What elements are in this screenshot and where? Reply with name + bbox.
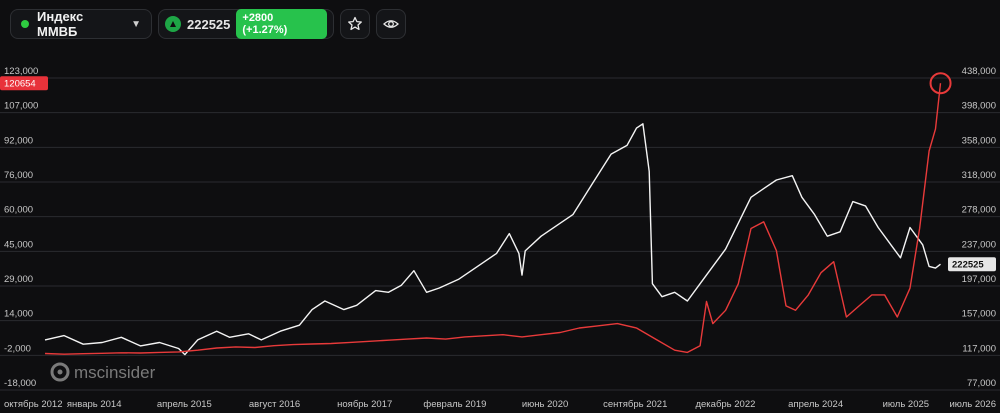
x-tick-label: январь 2014: [67, 399, 122, 410]
right-current-label: 222525: [952, 260, 984, 271]
star-icon: [348, 16, 362, 31]
price-value: 222525: [187, 16, 231, 32]
left-tick-label: 123,000: [4, 66, 38, 77]
left-tick-label: 29,000: [4, 274, 33, 285]
right-tick-label: 77,000: [967, 378, 996, 389]
grid: [0, 77, 1000, 391]
right-tick-label: 117,000: [962, 343, 996, 354]
left-tick-label: 60,000: [4, 205, 33, 216]
right-tick-label: 237,000: [962, 239, 996, 250]
watch-button[interactable]: [376, 9, 406, 39]
watermark-text: mscinsider: [74, 363, 156, 382]
left-tick-label: 107,000: [4, 101, 38, 112]
x-tick-label: июль 2025: [883, 399, 930, 410]
series-line-1: [44, 123, 941, 356]
left-current-label: 120654: [4, 79, 36, 90]
x-tick-label: апрель 2015: [157, 399, 212, 410]
x-tick-label: июнь 2020: [522, 399, 568, 410]
favorite-button[interactable]: [340, 9, 370, 39]
left-tick-label: 76,000: [4, 170, 33, 181]
left-tick-label: -18,000: [4, 378, 36, 389]
left-tick-label: -2,000: [4, 343, 31, 354]
x-tick-label: октябрь 2012: [4, 399, 63, 410]
left-tick-label: 45,000: [4, 239, 33, 250]
x-tick-label: декабрь 2022: [695, 399, 755, 410]
x-tick-label: апрель 2024: [788, 399, 843, 410]
series-lines: [44, 72, 952, 356]
watermark-logo-icon: [50, 362, 70, 382]
x-tick-label: сентябрь 2021: [603, 399, 667, 410]
left-axis: 123,000 107,000 92,000 76,000 60,000 45,000 29…: [4, 66, 38, 389]
x-tick-label: ноябрь 2017: [337, 399, 392, 410]
current-point-marker: [929, 72, 952, 95]
status-dot-icon: [21, 20, 29, 28]
ticker-selector[interactable]: Индекс ММВБ ▼: [10, 9, 152, 39]
toolbar: Индекс ММВБ ▼ 222525 +2800 (+1.27%): [10, 8, 406, 40]
price-flags: 120654 222525: [0, 76, 996, 272]
series-line-2: [44, 83, 942, 355]
left-current-flag: [0, 76, 48, 91]
eye-icon: [383, 20, 399, 28]
right-tick-label: 358,000: [962, 135, 996, 146]
right-tick-label: 278,000: [962, 205, 996, 216]
quote-box: 222525 +2800 (+1.27%): [158, 9, 334, 39]
ticker-name: Индекс ММВБ: [37, 9, 84, 39]
watermark: mscinsider: [50, 362, 156, 382]
left-tick-label: 92,000: [4, 135, 33, 146]
x-axis: октябрь 2012 январь 2014 апрель 2015 август…: [4, 399, 996, 410]
caret-down-icon[interactable]: ▼: [131, 18, 141, 30]
right-current-flag: [948, 257, 996, 272]
x-tick-label: август 2016: [249, 399, 300, 410]
right-tick-label: 398,000: [962, 101, 996, 112]
right-tick-label: 438,000: [962, 66, 996, 77]
right-axis: 438,000 398,000 358,000 318,000 278,000 237,0…: [962, 66, 996, 389]
right-tick-label: 197,000: [962, 274, 996, 285]
x-tick-label: февраль 2019: [423, 399, 486, 410]
x-tick-label: июль 2026: [950, 399, 997, 410]
right-tick-label: 318,000: [962, 170, 996, 181]
right-tick-label: 157,000: [962, 309, 996, 320]
watermark-logo-dot: [57, 369, 63, 375]
triangle-up-icon: [165, 16, 181, 32]
change-badge: +2800 (+1.27%): [236, 9, 327, 39]
left-tick-label: 14,000: [4, 309, 33, 320]
